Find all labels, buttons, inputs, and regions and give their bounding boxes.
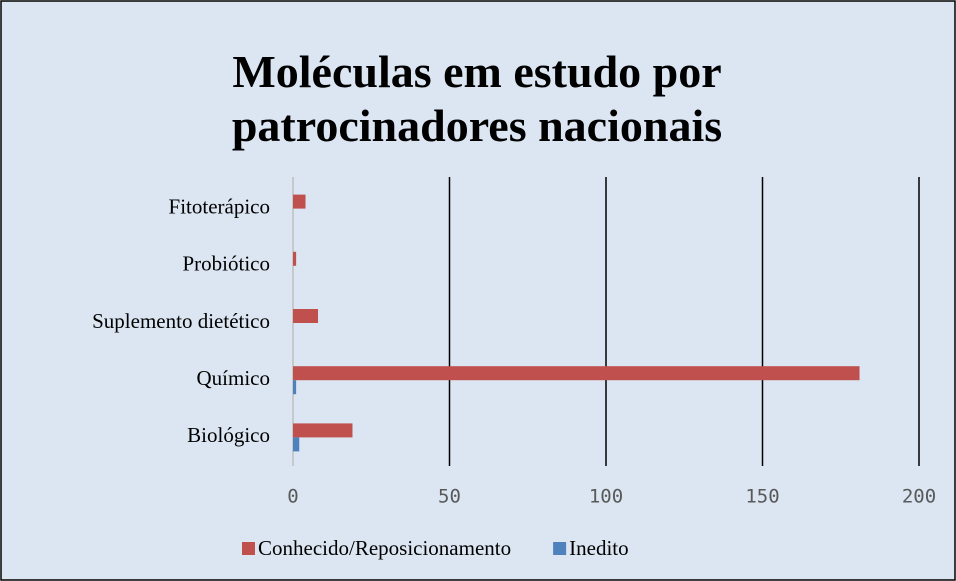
x-tick-label: 200 <box>902 486 936 508</box>
y-tick-label: Fitoterápico <box>169 194 270 218</box>
legend-swatch <box>553 542 567 555</box>
x-tick-label: 0 <box>287 486 298 508</box>
y-tick-label: Biológico <box>187 423 270 447</box>
x-tick-label: 100 <box>589 486 623 508</box>
bar <box>293 380 297 395</box>
bar <box>293 251 297 266</box>
x-tick-label: 150 <box>745 486 779 508</box>
legend-label: Conhecido/Reposicionamento <box>258 536 511 560</box>
chart-title: Moléculas em estudo por patrocinadores na… <box>232 46 722 151</box>
bar <box>293 366 860 381</box>
bar <box>293 194 306 209</box>
y-tick-label: Suplemento dietético <box>92 309 270 333</box>
legend-label: Inedito <box>569 536 628 560</box>
y-tick-label: Químico <box>197 366 271 390</box>
bar <box>293 437 300 452</box>
y-tick-label: Probiótico <box>183 252 271 276</box>
x-tick-label: 50 <box>438 486 461 508</box>
bar <box>293 309 319 323</box>
legend-swatch <box>242 542 255 555</box>
bar <box>293 423 353 438</box>
